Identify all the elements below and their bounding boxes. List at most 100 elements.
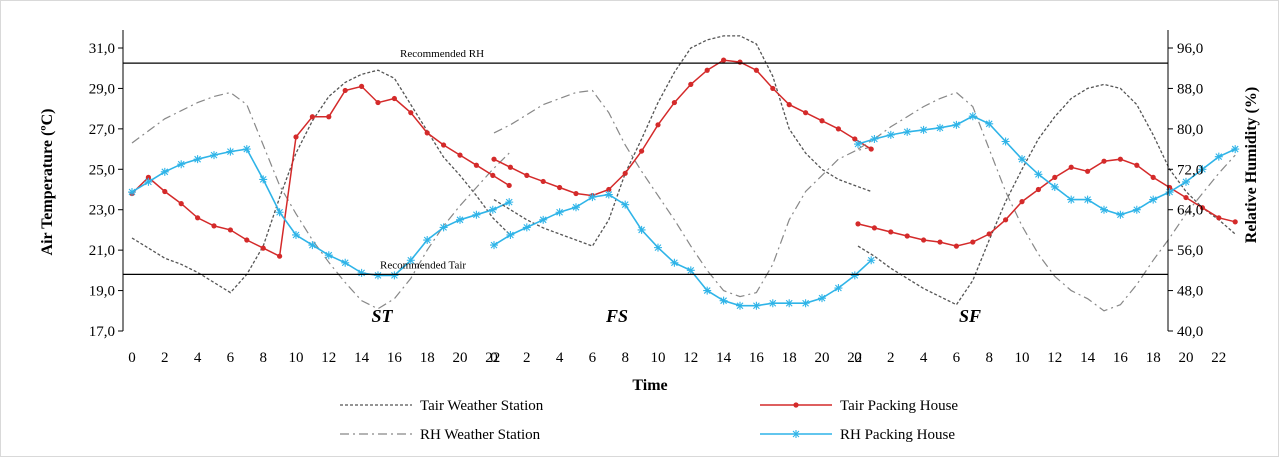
tair-packing-house-point	[704, 67, 710, 73]
rh-packing-house-marker	[670, 258, 679, 267]
x-tick-label: 6	[953, 350, 961, 366]
tair-packing-house-point	[786, 102, 792, 108]
rh-packing-house-marker	[886, 130, 895, 139]
rh-packing-house-marker	[903, 127, 912, 136]
rh-packing-house-marker	[572, 203, 580, 212]
tair-packing-house-line	[493, 59, 872, 197]
x-tick-label: 6	[227, 350, 235, 366]
rh-packing-house-marker	[292, 230, 300, 239]
x-tick-label: 4	[920, 350, 928, 366]
rh-packing-house-marker	[555, 208, 564, 217]
right-tick-label: 96,0	[1177, 41, 1203, 57]
x-tick-label: 22	[847, 350, 862, 366]
right-tick-label: 80,0	[1177, 122, 1203, 138]
rh-packing-house-marker	[357, 268, 366, 277]
tair-packing-house-point	[737, 59, 743, 65]
tair-packing-house-point	[391, 95, 397, 102]
rh-packing-house-marker	[654, 243, 662, 252]
tair-packing-house-point	[211, 223, 217, 229]
rh-packing-house-marker	[985, 119, 994, 128]
rh-packing-house-marker	[324, 251, 333, 260]
tair-packing-house-point	[1019, 199, 1025, 205]
rh-packing-house-marker	[1165, 188, 1174, 197]
tair-weather-station-series	[493, 35, 872, 247]
x-tick-label: 8	[985, 350, 993, 366]
tair-packing-house-series	[491, 57, 874, 199]
rh-packing-house-marker	[936, 123, 944, 132]
legend-label: RH Weather Station	[420, 427, 541, 443]
rh-packing-house-marker	[1116, 210, 1125, 219]
right-tick-label: 56,0	[1177, 243, 1203, 259]
left-tick-label: 21,0	[89, 243, 115, 259]
tair-packing-house-point	[655, 122, 661, 128]
x-tick-label: 16	[387, 350, 403, 366]
panel-label: SF	[959, 306, 981, 326]
left-tick-label: 23,0	[89, 203, 115, 219]
tair-packing-house-point	[424, 130, 430, 136]
tair-packing-house-point	[819, 118, 825, 124]
left-tick-label: 17,0	[89, 324, 115, 340]
rh-packing-house-marker	[686, 266, 695, 275]
tair-packing-house-point	[1052, 174, 1058, 180]
tair-packing-house-point	[721, 57, 727, 63]
panel-label: FS	[605, 306, 628, 326]
x-tick-label: 12	[1047, 350, 1062, 366]
rh-packing-house-marker	[1100, 205, 1108, 214]
rh-packing-house-marker	[539, 215, 548, 224]
rh-packing-house-marker	[588, 193, 597, 202]
x-tick-label: 22	[485, 350, 500, 366]
tair-weather-station-line	[131, 69, 510, 294]
rh-packing-house-marker	[1067, 195, 1076, 204]
x-tick-label: 12	[321, 350, 336, 366]
tair-packing-house-point	[888, 229, 894, 235]
x-tick-label: 16	[1113, 350, 1129, 366]
rh-packing-house-marker	[308, 241, 317, 250]
tair-packing-house-point	[1134, 162, 1140, 168]
tair-packing-house-point	[671, 99, 678, 106]
x-tick-label: 8	[621, 350, 629, 366]
tair-packing-house-point	[178, 201, 184, 207]
right-tick-label: 64,0	[1177, 203, 1203, 219]
rh-packing-house-marker	[1198, 165, 1207, 174]
rh-packing-house-marker	[1001, 137, 1010, 146]
tair-packing-house-point	[195, 215, 201, 221]
tair-packing-house-point	[457, 152, 463, 158]
x-tick-label: 22	[1211, 350, 1226, 366]
rh-packing-house-marker	[768, 299, 777, 308]
rh-packing-house-marker	[968, 112, 977, 121]
rh-packing-house-marker	[160, 167, 169, 176]
rh-packing-house-marker	[604, 190, 613, 199]
rh-packing-house-marker	[1182, 177, 1190, 186]
rh-packing-house-marker	[456, 215, 464, 224]
left-tick-label: 29,0	[89, 81, 115, 97]
left-axis-title: Air Temperature (ºC)	[39, 109, 56, 256]
x-tick-label: 6	[589, 350, 597, 366]
tair-packing-house-point	[606, 186, 612, 193]
left-tick-label: 31,0	[89, 41, 115, 57]
x-tick-label: 0	[128, 350, 136, 366]
tair-packing-house-point	[277, 253, 283, 259]
tair-packing-house-point	[490, 172, 496, 178]
tair-packing-house-point	[293, 134, 299, 140]
rh-packing-house-marker	[423, 236, 432, 245]
rh-packing-house-marker	[621, 200, 630, 209]
right-tick-label: 40,0	[1177, 324, 1203, 340]
x-tick-label: 12	[683, 350, 698, 366]
rh-packing-house-marker	[490, 241, 498, 250]
rh-packing-house-marker	[919, 125, 928, 134]
rh-packing-house-marker	[792, 430, 800, 438]
left-tick-label: 19,0	[89, 284, 115, 300]
legend-marker	[793, 402, 799, 408]
tair-packing-house-point	[868, 146, 874, 152]
x-tick-label: 10	[289, 350, 304, 366]
reference-line-label: Recommended Tair	[380, 259, 466, 271]
tair-packing-house-point	[441, 142, 447, 148]
x-tick-label: 14	[716, 350, 732, 366]
rh-packing-house-marker	[870, 134, 879, 143]
legend-label: Tair Packing House	[840, 398, 958, 414]
tair-packing-house-point	[970, 239, 976, 245]
x-tick-label: 4	[556, 350, 564, 366]
tair-packing-house-point	[491, 156, 497, 162]
tair-packing-house-point	[145, 174, 151, 180]
